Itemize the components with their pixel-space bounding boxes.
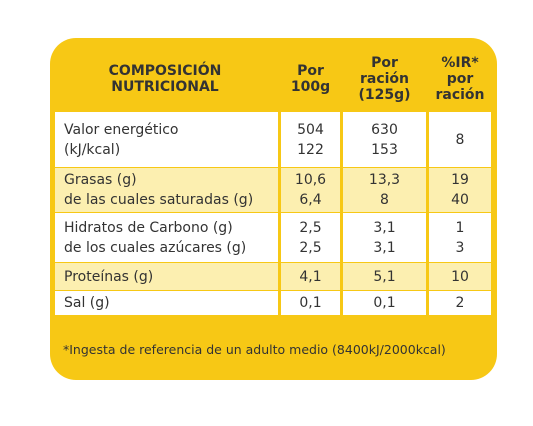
header-cell: Por 100g <box>281 48 340 110</box>
value-text: 8 <box>380 192 389 208</box>
value-cell: 8 <box>429 112 491 167</box>
value-cell: 19 40 <box>429 167 491 212</box>
label-text: Valor energético <box>64 121 179 138</box>
row-label: Sal (g) <box>55 290 278 315</box>
value-text: 5,1 <box>373 268 396 285</box>
value-text: 19 <box>451 172 469 188</box>
value-cell: 5,1 <box>343 262 426 290</box>
row-label: Proteínas (g) <box>55 262 278 290</box>
value-text: 2 <box>455 295 465 311</box>
label-text: Proteínas (g) <box>64 268 154 285</box>
header-text: Por <box>371 55 398 71</box>
label-text: de las cuales saturadas (g) <box>64 192 254 208</box>
label-text: Grasas (g) <box>64 172 137 188</box>
value-text: 8 <box>455 131 465 148</box>
header-text: ración <box>359 71 410 87</box>
header-text: NUTRICIONAL <box>111 79 219 95</box>
row-label: Grasas (g) de las cuales saturadas (g) <box>55 167 278 212</box>
header-cell: COMPOSICIÓN NUTRICIONAL <box>70 48 260 110</box>
value-cell: 3,1 3,1 <box>343 212 426 262</box>
value-cell: 0,1 <box>343 290 426 315</box>
label-text: (kJ/kcal) <box>64 141 121 158</box>
value-text: 153 <box>371 141 398 158</box>
label-text: Sal (g) <box>64 295 110 311</box>
value-text: 2,5 <box>299 239 322 256</box>
value-text: 3,1 <box>373 239 396 256</box>
value-text: 40 <box>451 192 469 208</box>
value-text: 122 <box>297 141 324 158</box>
value-cell: 10,6 6,4 <box>281 167 340 212</box>
value-cell: 0,1 <box>281 290 340 315</box>
row-label: Valor energético (kJ/kcal) <box>55 112 278 167</box>
value-cell: 504 122 <box>281 112 340 167</box>
value-text: 504 <box>297 121 324 138</box>
value-text: 3,1 <box>373 219 396 236</box>
value-cell: 630 153 <box>343 112 426 167</box>
value-text: 10,6 <box>294 172 327 188</box>
value-text: 6,4 <box>299 192 322 208</box>
value-text: 1 <box>455 219 465 236</box>
header-text: 100g <box>290 79 331 95</box>
value-cell: 10 <box>429 262 491 290</box>
value-text: 0,1 <box>299 295 322 311</box>
value-text: 2,5 <box>299 219 322 236</box>
header-text: por <box>446 71 474 87</box>
value-text: 630 <box>371 121 398 138</box>
value-cell: 4,1 <box>281 262 340 290</box>
header-text: COMPOSICIÓN <box>108 63 222 79</box>
value-cell: 13,3 8 <box>343 167 426 212</box>
value-text: 3 <box>455 239 465 256</box>
header-cell: Por ración (125g) <box>343 48 426 110</box>
footnote: *Ingesta de referencia de un adulto medi… <box>63 342 446 357</box>
header-text: ración <box>435 87 485 103</box>
value-text: 4,1 <box>299 268 322 285</box>
header-text: Por <box>297 63 324 79</box>
row-label: Hidratos de Carbono (g) de los cuales azú… <box>55 212 278 262</box>
value-text: 13,3 <box>368 172 401 188</box>
label-text: Hidratos de Carbono (g) <box>64 219 233 236</box>
label-text: de los cuales azúcares (g) <box>64 239 247 256</box>
header-text: %IR* <box>441 55 479 71</box>
value-cell: 2,5 2,5 <box>281 212 340 262</box>
value-cell: 2 <box>429 290 491 315</box>
header-cell: %IR* por ración <box>429 48 491 110</box>
value-text: 10 <box>451 268 469 285</box>
header-text: (125g) <box>358 87 411 103</box>
value-text: 0,1 <box>373 295 396 311</box>
